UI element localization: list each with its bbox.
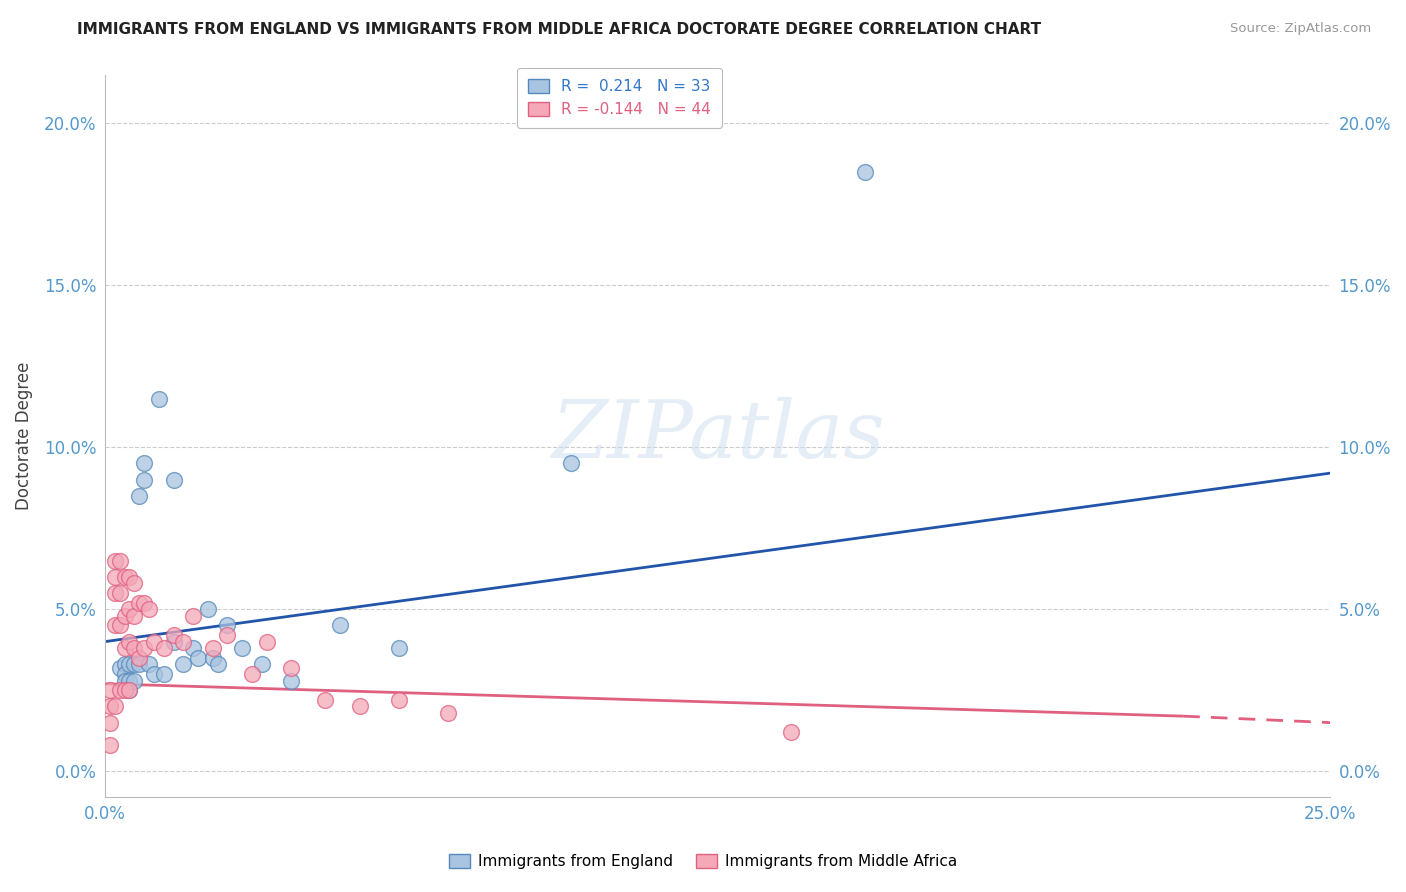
Point <box>128 489 150 503</box>
Point <box>108 660 131 674</box>
Y-axis label: Doctorate Degree: Doctorate Degree <box>15 361 32 510</box>
Point <box>217 628 239 642</box>
Point <box>134 457 156 471</box>
Point <box>118 634 141 648</box>
Point <box>124 608 146 623</box>
Legend: R =  0.214   N = 33, R = -0.144   N = 44: R = 0.214 N = 33, R = -0.144 N = 44 <box>517 68 721 128</box>
Point <box>134 596 156 610</box>
Point <box>114 683 136 698</box>
Point <box>98 699 121 714</box>
Point <box>108 586 131 600</box>
Point <box>108 554 131 568</box>
Point <box>314 693 336 707</box>
Point <box>104 618 127 632</box>
Point <box>388 641 411 656</box>
Point <box>181 641 204 656</box>
Point <box>231 641 253 656</box>
Point <box>138 657 160 672</box>
Point <box>118 602 141 616</box>
Point <box>104 554 127 568</box>
Point <box>280 660 302 674</box>
Point <box>114 673 136 688</box>
Point <box>148 392 170 406</box>
Point <box>388 693 411 707</box>
Point <box>124 657 146 672</box>
Point <box>98 715 121 730</box>
Point <box>142 667 165 681</box>
Point <box>250 657 273 672</box>
Point <box>181 608 204 623</box>
Point <box>134 473 156 487</box>
Point <box>124 673 146 688</box>
Point <box>217 618 239 632</box>
Text: Source: ZipAtlas.com: Source: ZipAtlas.com <box>1230 22 1371 36</box>
Point <box>128 650 150 665</box>
Point <box>280 673 302 688</box>
Point <box>118 683 141 698</box>
Point <box>142 634 165 648</box>
Point <box>98 739 121 753</box>
Point <box>114 570 136 584</box>
Point <box>187 650 209 665</box>
Legend: Immigrants from England, Immigrants from Middle Africa: Immigrants from England, Immigrants from… <box>443 847 963 875</box>
Point <box>560 457 582 471</box>
Text: ZIPatlas: ZIPatlas <box>551 397 884 475</box>
Point <box>201 650 224 665</box>
Point <box>128 657 150 672</box>
Point <box>201 641 224 656</box>
Point <box>162 628 184 642</box>
Point <box>437 706 460 720</box>
Point <box>118 683 141 698</box>
Point <box>108 618 131 632</box>
Point <box>134 641 156 656</box>
Point <box>114 608 136 623</box>
Point <box>152 667 174 681</box>
Point <box>104 699 127 714</box>
Point <box>162 634 184 648</box>
Point <box>128 596 150 610</box>
Point <box>104 586 127 600</box>
Point <box>138 602 160 616</box>
Point <box>207 657 229 672</box>
Point <box>256 634 278 648</box>
Point <box>118 657 141 672</box>
Point <box>118 673 141 688</box>
Point <box>240 667 263 681</box>
Point <box>124 641 146 656</box>
Point <box>108 683 131 698</box>
Point <box>114 667 136 681</box>
Point <box>98 683 121 698</box>
Point <box>124 576 146 591</box>
Point <box>349 699 371 714</box>
Point <box>329 618 352 632</box>
Point <box>162 473 184 487</box>
Point <box>172 657 194 672</box>
Point <box>172 634 194 648</box>
Point <box>114 657 136 672</box>
Text: IMMIGRANTS FROM ENGLAND VS IMMIGRANTS FROM MIDDLE AFRICA DOCTORATE DEGREE CORREL: IMMIGRANTS FROM ENGLAND VS IMMIGRANTS FR… <box>77 22 1042 37</box>
Point <box>104 570 127 584</box>
Point <box>114 641 136 656</box>
Point <box>780 725 803 739</box>
Point <box>197 602 219 616</box>
Point <box>853 165 876 179</box>
Point <box>152 641 174 656</box>
Point <box>118 570 141 584</box>
